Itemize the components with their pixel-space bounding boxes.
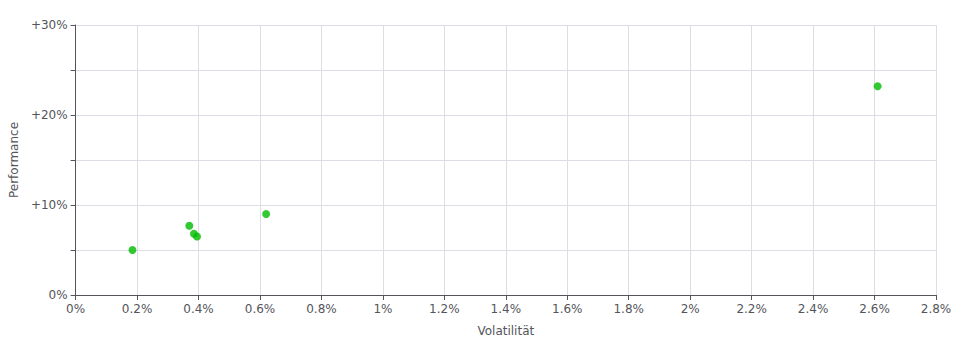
svg-text:2.6%: 2.6% xyxy=(859,302,890,316)
svg-text:+10%: +10% xyxy=(31,198,68,212)
svg-text:0%: 0% xyxy=(49,288,68,302)
svg-text:1%: 1% xyxy=(373,302,392,316)
svg-text:1.2%: 1.2% xyxy=(429,302,460,316)
svg-text:2.8%: 2.8% xyxy=(921,302,952,316)
svg-text:0.8%: 0.8% xyxy=(306,302,337,316)
svg-text:Volatilität: Volatilität xyxy=(477,324,534,338)
svg-text:2.4%: 2.4% xyxy=(798,302,829,316)
svg-text:1.6%: 1.6% xyxy=(552,302,583,316)
svg-text:+30%: +30% xyxy=(31,18,68,32)
svg-text:0.4%: 0.4% xyxy=(183,302,214,316)
svg-text:2%: 2% xyxy=(681,302,700,316)
svg-text:0%: 0% xyxy=(66,302,85,316)
svg-text:1.4%: 1.4% xyxy=(491,302,522,316)
svg-text:2.2%: 2.2% xyxy=(736,302,767,316)
svg-text:Performance: Performance xyxy=(7,122,21,198)
svg-text:0.2%: 0.2% xyxy=(122,302,153,316)
svg-text:+20%: +20% xyxy=(31,108,68,122)
svg-text:0.6%: 0.6% xyxy=(245,302,276,316)
svg-text:1.8%: 1.8% xyxy=(613,302,644,316)
